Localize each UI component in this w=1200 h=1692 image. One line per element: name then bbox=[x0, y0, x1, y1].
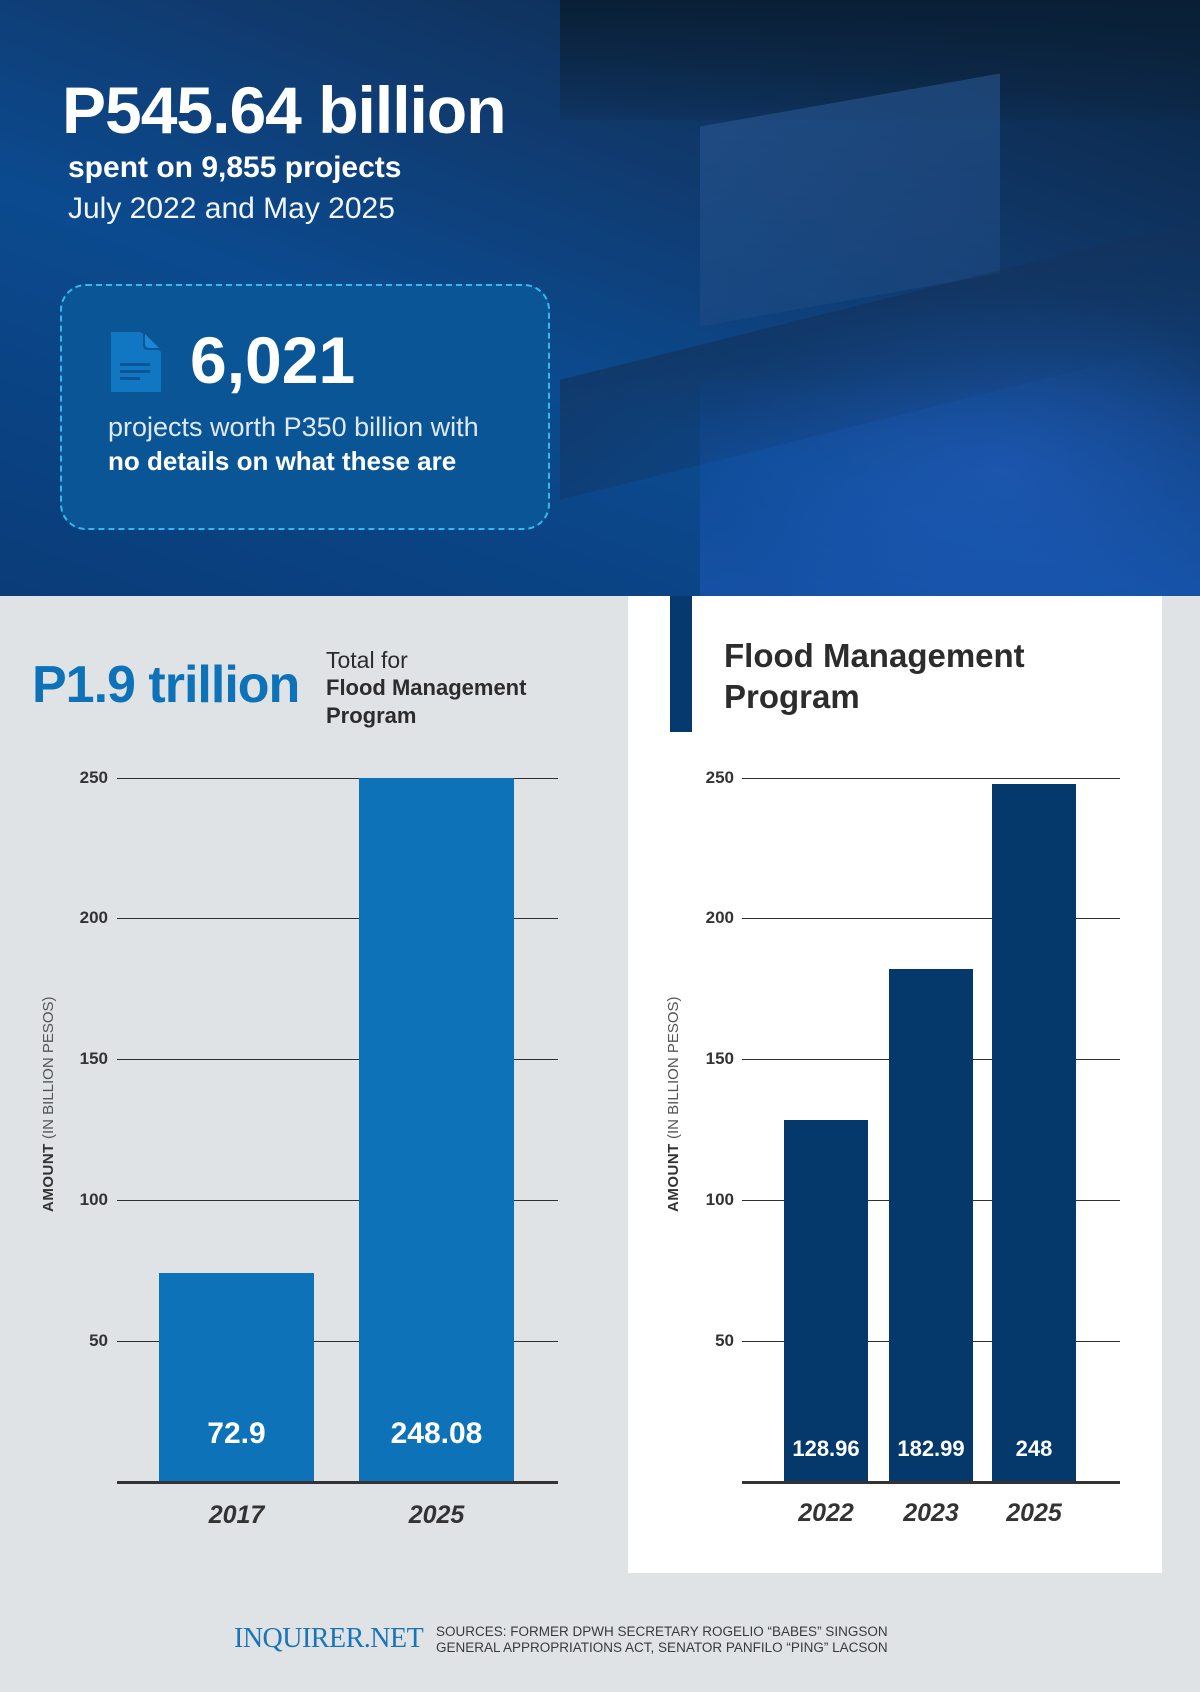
y-axis-label-units: (IN BILLION PESOS) bbox=[665, 996, 682, 1144]
right-title-line1: Flood Management bbox=[724, 637, 1025, 674]
left-caption-line1: Total for bbox=[326, 647, 408, 673]
x-axis-line bbox=[742, 1481, 1120, 1484]
bar-2022 bbox=[784, 1120, 868, 1482]
callout-box: 6,021 projects worth P350 billion with n… bbox=[60, 284, 550, 530]
gridline-250 bbox=[117, 778, 558, 779]
y-tick-100: 100 bbox=[79, 1190, 108, 1209]
bar-value-2025: 248 bbox=[1015, 1436, 1053, 1461]
gridline-100 bbox=[117, 1200, 558, 1201]
gridline-50 bbox=[117, 1341, 558, 1342]
x-label-2025: 2025 bbox=[408, 1501, 465, 1529]
document-icon bbox=[111, 332, 161, 392]
left-headline: P1.9 trillion bbox=[32, 656, 300, 714]
y-axis-label: AMOUNT (IN BILLION PESOS) bbox=[665, 996, 683, 1212]
callout-text-line1: projects worth P350 billion with bbox=[108, 412, 479, 442]
bar-value-2017: 72.9 bbox=[207, 1417, 266, 1450]
y-tick-200: 200 bbox=[705, 908, 734, 927]
x-axis-line bbox=[117, 1481, 558, 1484]
hero-period: July 2022 and May 2025 bbox=[68, 192, 395, 225]
bar-value-2025: 248.08 bbox=[390, 1417, 483, 1450]
source-line2: GENERAL APPROPRIATIONS ACT, SENATOR PANF… bbox=[436, 1640, 888, 1655]
y-tick-100: 100 bbox=[705, 1190, 734, 1209]
hero-photo-water bbox=[700, 380, 1200, 596]
brand-logo: INQUIRER.NET bbox=[234, 1623, 424, 1654]
right-bar-chart: AMOUNT (IN BILLION PESOS) 250 200 150 10… bbox=[665, 768, 1120, 1527]
bar-value-2023: 182.99 bbox=[897, 1436, 965, 1461]
source-line1: SOURCES: FORMER DPWH SECRETARY ROGELIO “… bbox=[436, 1624, 888, 1639]
gridline-150 bbox=[117, 1059, 558, 1060]
y-tick-250: 250 bbox=[705, 768, 734, 787]
bar-2025 bbox=[359, 778, 514, 1482]
x-label-2017: 2017 bbox=[208, 1501, 265, 1529]
callout-count: 6,021 bbox=[190, 323, 356, 397]
bar-2017 bbox=[159, 1273, 314, 1482]
hero-banner: P545.64 billion spent on 9,855 projects … bbox=[0, 0, 1200, 596]
hero-amount: P545.64 billion bbox=[62, 73, 507, 147]
x-label-2025: 2025 bbox=[1006, 1499, 1062, 1527]
y-tick-150: 150 bbox=[79, 1049, 108, 1068]
y-tick-200: 200 bbox=[79, 908, 108, 927]
bar-2025 bbox=[992, 784, 1076, 1482]
gridline-200 bbox=[117, 918, 558, 919]
y-tick-50: 50 bbox=[715, 1331, 734, 1350]
gridline-250 bbox=[742, 778, 1120, 779]
callout-text-line2: no details on what these are bbox=[108, 446, 457, 476]
gridline-200 bbox=[742, 918, 1120, 919]
hero-subtitle: spent on 9,855 projects bbox=[68, 151, 402, 184]
bar-2023 bbox=[889, 969, 973, 1482]
right-title-line2: Program bbox=[724, 678, 860, 715]
left-caption-line3: Program bbox=[326, 703, 417, 728]
y-axis-label-bold: AMOUNT bbox=[665, 1143, 682, 1212]
accent-bar bbox=[670, 596, 692, 732]
y-tick-50: 50 bbox=[89, 1331, 108, 1350]
left-bar-chart: AMOUNT (IN BILLION PESOS) 250 200 150 10… bbox=[0, 0, 600, 1600]
y-tick-150: 150 bbox=[705, 1049, 734, 1068]
left-caption-line2: Flood Management bbox=[326, 675, 527, 700]
bar-value-2022: 128.96 bbox=[792, 1436, 860, 1461]
x-label-2022: 2022 bbox=[798, 1499, 854, 1527]
x-label-2023: 2023 bbox=[903, 1499, 959, 1527]
y-tick-250: 250 bbox=[79, 768, 108, 787]
